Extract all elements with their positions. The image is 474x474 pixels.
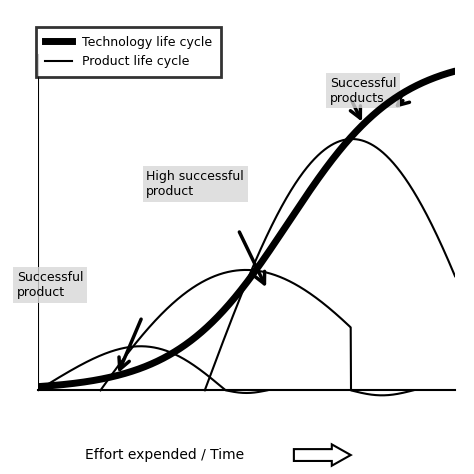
Text: Successful
products: Successful products: [330, 77, 396, 105]
Text: Effort expended / Time: Effort expended / Time: [85, 448, 245, 462]
Text: Successful
product: Successful product: [17, 271, 83, 299]
Legend: Technology life cycle, Product life cycle: Technology life cycle, Product life cycl…: [36, 27, 221, 77]
Text: High successful
product: High successful product: [146, 170, 244, 198]
